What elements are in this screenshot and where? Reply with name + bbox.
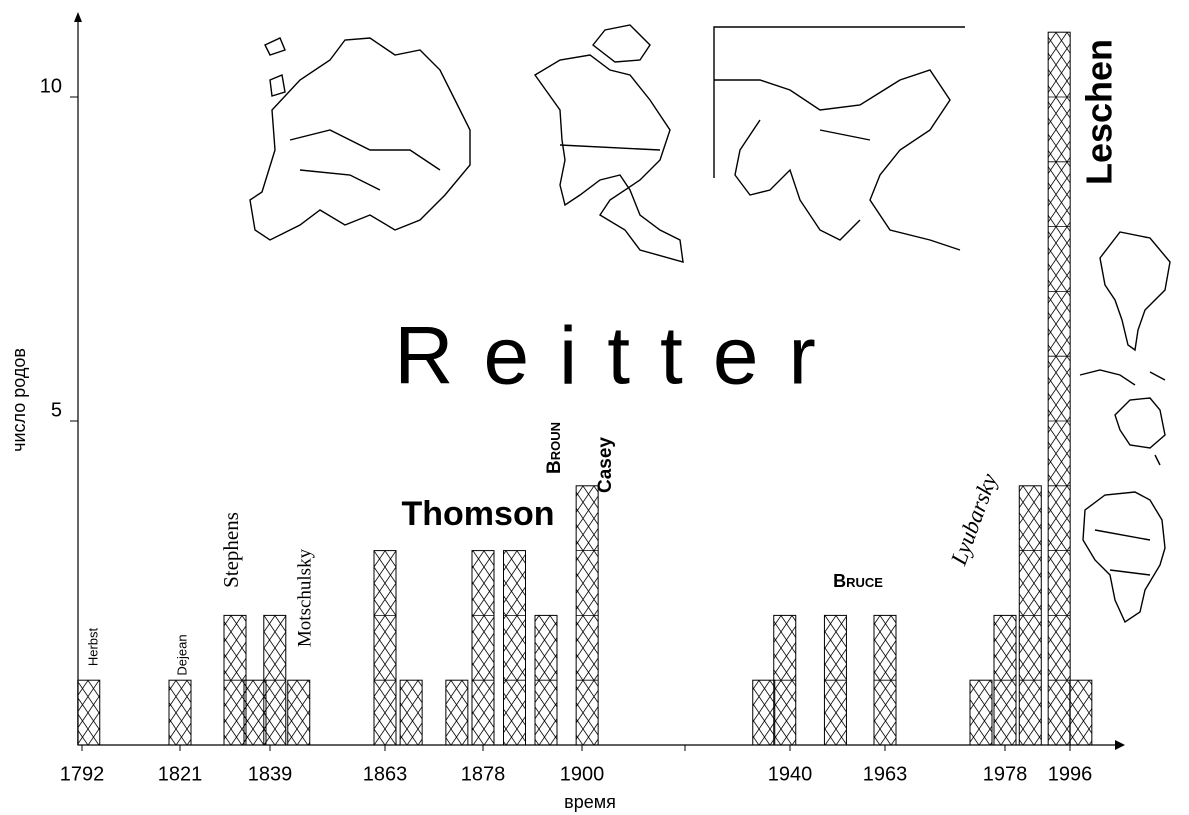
author: Bruce: [833, 571, 883, 591]
author: Stephens: [219, 512, 243, 588]
y-tick-label: 5: [51, 399, 62, 421]
bar: [471, 550, 495, 746]
x-arrow: [1115, 740, 1125, 750]
x-axis-label: время: [564, 792, 616, 812]
author: Casey: [595, 437, 616, 493]
x-tick-label: 1878: [461, 763, 506, 785]
bar: [752, 679, 776, 746]
bar: [1047, 31, 1071, 746]
bar: [969, 679, 993, 746]
x-tick-label: 1940: [768, 763, 813, 785]
author: Leschen: [1079, 39, 1120, 185]
bar: [77, 679, 101, 746]
bar: [168, 679, 192, 746]
x-tick-label: 1792: [60, 763, 105, 785]
x-tick-label: 1821: [158, 763, 203, 785]
y-arrow: [74, 12, 82, 22]
y-tick-label: 10: [40, 75, 62, 97]
author: Broun: [544, 422, 565, 474]
author: Thomson: [402, 495, 555, 533]
bar: [287, 679, 311, 746]
x-tick-label: 1839: [248, 763, 293, 785]
bar: [445, 679, 469, 746]
axes: 1792 1821 1839 1863 1878 1900 1940 1963 1978 1996…: [40, 12, 1125, 785]
x-tick-label: 1900: [560, 763, 605, 785]
author: Herbst: [85, 627, 100, 666]
bar: [243, 679, 267, 746]
maps: [249, 24, 1171, 624]
author: Lyubarsky: [946, 470, 1003, 570]
bar: [399, 679, 423, 746]
bar: [1069, 679, 1093, 746]
x-tick-label: 1978: [983, 763, 1028, 785]
bar: [373, 550, 397, 746]
x-tick-label: 1996: [1048, 763, 1093, 785]
bar: [503, 550, 526, 746]
author: Motschulsky: [294, 548, 315, 647]
y-axis-label: число родов: [9, 348, 29, 452]
x-tick-label: 1863: [363, 763, 408, 785]
x-tick-label: 1963: [863, 763, 908, 785]
author: Dejean: [174, 634, 189, 675]
author: Reitter: [394, 311, 846, 402]
